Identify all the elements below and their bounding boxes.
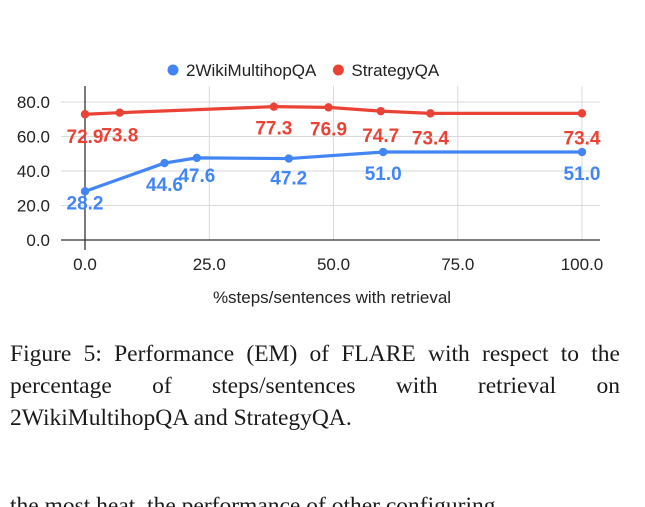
data-label: 44.6 <box>146 175 183 196</box>
data-point <box>379 147 388 157</box>
data-point <box>115 108 124 117</box>
chart: 0.0 25.0 50.0 75.0 100.0 0.0 20.0 40.0 60.0 80.0… <box>17 61 603 307</box>
data-label: 73.8 <box>101 126 138 147</box>
x-tick-label: 100.0 <box>561 255 604 274</box>
grid-lines <box>61 86 600 240</box>
series-points <box>80 102 587 196</box>
series-line-2wikimultihopqa <box>84 150 582 193</box>
data-point <box>324 103 333 112</box>
data-label: 51.0 <box>365 164 402 185</box>
data-label: 76.9 <box>310 119 347 140</box>
data-label: 51.0 <box>564 164 601 185</box>
y-tick-label: 80.0 <box>17 93 50 112</box>
y-tick-label: 40.0 <box>17 162 50 181</box>
data-point <box>426 109 435 118</box>
data-point <box>284 154 293 163</box>
x-tick-label: 50.0 <box>317 255 350 274</box>
data-point <box>269 102 279 111</box>
data-point <box>80 187 90 196</box>
x-tick-label: 25.0 <box>193 255 226 274</box>
data-label: 72.9 <box>67 127 104 148</box>
data-point <box>160 158 169 168</box>
legend-entry: StrategyQA <box>351 61 440 80</box>
data-labels: 28.2 44.647.6 47.2 51.0 51.0 72.973.8 77.3 76.9… <box>67 119 601 215</box>
data-point <box>376 106 385 116</box>
x-axis-label: %steps/sentences with retrieval <box>213 288 451 307</box>
x-tick-label: 75.0 <box>441 255 474 274</box>
legend-marker <box>332 64 344 76</box>
legend-entry: 2WikiMultihopQA <box>186 61 317 80</box>
x-tick-label: 0.0 <box>73 255 97 274</box>
data-label: 73.4 <box>412 128 449 149</box>
data-label: 47.2 <box>270 169 307 190</box>
data-label: 47.6 <box>178 166 215 187</box>
y-tick-labels: 0.0 20.0 40.0 60.0 80.0 <box>17 93 50 250</box>
data-label: 73.4 <box>564 128 601 149</box>
legend-marker <box>167 64 179 76</box>
y-tick-label: 60.0 <box>17 128 50 147</box>
legend: 2WikiMultihopQA StrategyQA <box>167 61 440 80</box>
data-label: 77.3 <box>255 119 292 140</box>
data-label: 28.2 <box>67 193 104 214</box>
body-text-fragment: the most heat, the performance of other … <box>10 493 496 507</box>
y-tick-label: 20.0 <box>17 197 50 216</box>
y-tick-label: 0.0 <box>26 231 50 250</box>
figure-caption: Figure 5: Performance (EM) of FLARE with… <box>10 341 620 431</box>
data-point <box>577 109 587 118</box>
data-label: 74.7 <box>362 126 399 147</box>
data-point <box>192 153 202 163</box>
x-tick-labels: 0.0 25.0 50.0 75.0 100.0 <box>73 255 603 274</box>
data-point <box>577 147 587 157</box>
data-point <box>80 110 90 119</box>
